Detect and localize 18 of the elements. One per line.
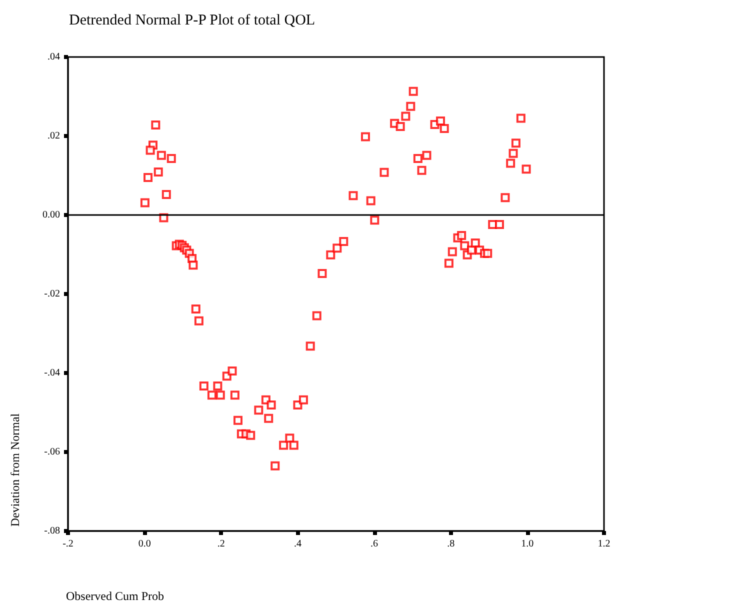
x-tick-label: .6	[370, 538, 378, 550]
x-tick-label: .2	[217, 538, 225, 550]
y-axis-title: Deviation from Normal	[8, 412, 22, 527]
chart-title: Detrended Normal P-P Plot of total QOL	[69, 12, 316, 28]
y-tick-label: -.04	[44, 368, 60, 378]
y-tick-label: .02	[48, 130, 60, 142]
x-tick-label: 1.0	[521, 538, 534, 550]
y-tick-label: 0.00	[42, 210, 60, 220]
y-tick-label: -.02	[44, 288, 60, 300]
x-tick-label: .8	[447, 538, 455, 550]
x-tick-label: 0.0	[138, 538, 151, 550]
x-tick-label: 1.2	[598, 538, 610, 550]
y-tick-label: -.08	[44, 526, 60, 536]
x-tick-label: -.2	[62, 538, 74, 550]
y-tick-label: .04	[48, 52, 60, 62]
x-tick-label: .4	[294, 538, 302, 550]
x-axis-title: Observed Cum Prob	[66, 589, 164, 603]
y-tick-label: -.06	[44, 446, 60, 458]
